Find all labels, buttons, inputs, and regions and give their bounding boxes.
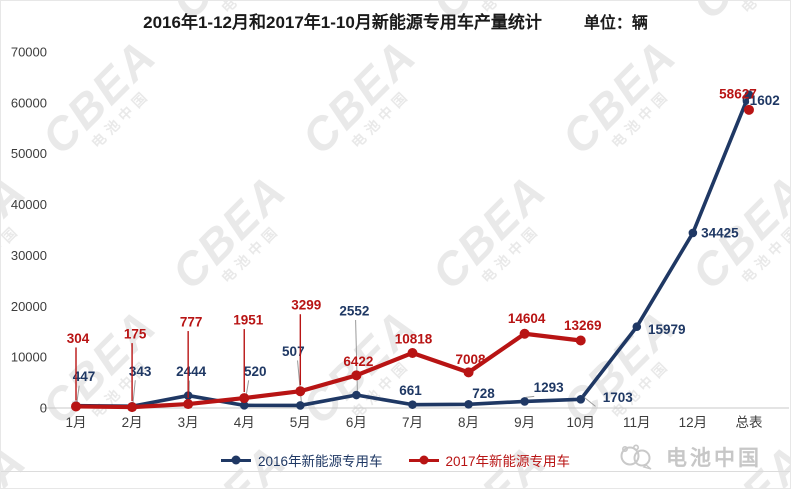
series-line xyxy=(73,331,583,410)
y-tick-label: 30000 xyxy=(11,248,47,263)
data-label: 2444 xyxy=(176,364,207,379)
y-tick-label: 0 xyxy=(40,401,47,416)
data-point xyxy=(127,402,138,413)
data-label: 661 xyxy=(399,383,422,398)
data-label: 14604 xyxy=(508,311,546,326)
x-tick-label: 9月 xyxy=(514,415,535,430)
data-point xyxy=(520,397,529,406)
x-tick-label: 11月 xyxy=(623,415,651,430)
data-point xyxy=(296,401,305,410)
y-tick-label: 20000 xyxy=(11,299,47,314)
legend-label-2016: 2016年新能源专用车 xyxy=(257,454,383,469)
line-chart: 0 10000 20000 30000 40000 50000 60000 70000 1月 2月… xyxy=(11,45,789,430)
data-point xyxy=(352,390,361,400)
data-label: 61602 xyxy=(742,93,780,108)
y-axis-labels: 0 10000 20000 30000 40000 50000 60000 70000 xyxy=(11,45,47,416)
data-label: 1951 xyxy=(233,313,264,328)
data-point xyxy=(351,370,362,381)
legend-item-2017: 2017年新能源专用车 xyxy=(408,450,571,470)
data-label: 10818 xyxy=(395,331,433,346)
data-label: 34425 xyxy=(701,225,739,240)
data-label: 728 xyxy=(472,386,495,401)
data-point xyxy=(576,395,586,404)
legend-line-dot-icon-2017 xyxy=(408,458,439,462)
y-tick-label: 10000 xyxy=(11,350,47,365)
data-label: 6422 xyxy=(343,354,373,369)
series-line xyxy=(74,92,751,409)
data-point xyxy=(519,328,530,339)
legend-line-dot-icon-2016 xyxy=(220,458,251,462)
data-label: 1703 xyxy=(603,390,634,405)
data-label: 343 xyxy=(129,364,152,379)
series-2017: 304 175 777 1951 3299 6422 10818 7008 14604 13269… xyxy=(67,86,757,413)
data-point xyxy=(183,399,194,410)
data-label: 777 xyxy=(180,315,203,330)
data-label: 1293 xyxy=(534,380,565,395)
x-tick-label: 4月 xyxy=(234,415,255,430)
battery-china-mascot-icon xyxy=(620,444,652,470)
data-point xyxy=(464,399,473,409)
legend-item-2016: 2016年新能源专用车 xyxy=(220,450,383,470)
data-label: 58627 xyxy=(719,86,757,101)
data-point xyxy=(295,386,306,397)
data-label: 13269 xyxy=(564,318,602,333)
y-tick-label: 60000 xyxy=(11,95,47,110)
site-logo: 电池中国 xyxy=(618,442,762,472)
title-bar: 2016年1-12月和2017年1-10月新能源专用车产量统计 单位：辆 xyxy=(1,8,790,33)
x-tick-label: 1月 xyxy=(65,415,86,430)
x-tick-label: 3月 xyxy=(178,415,199,430)
x-tick-label: 6月 xyxy=(346,415,367,430)
x-tick-label: 12月 xyxy=(679,415,708,430)
label-leader-line xyxy=(525,395,535,398)
data-label: 507 xyxy=(282,344,305,359)
data-point xyxy=(407,347,418,358)
x-tick-label: 7月 xyxy=(402,415,423,430)
chart-legend: 2016年新能源专用车 2017年新能源专用车 xyxy=(1,450,790,470)
data-point xyxy=(463,367,474,378)
label-leader-line xyxy=(132,380,136,403)
data-point xyxy=(744,90,754,100)
x-tick-label: 10月 xyxy=(566,415,595,430)
data-label: 3299 xyxy=(291,298,321,313)
x-tick-label: 2月 xyxy=(122,415,143,430)
data-point xyxy=(239,401,249,410)
data-point xyxy=(71,401,81,412)
x-axis-labels: 1月 2月 3月 4月 5月 6月 7月 8月 9月 10月 11月 12月 总表 xyxy=(65,415,762,430)
data-label: 15979 xyxy=(648,322,686,337)
data-point xyxy=(743,104,754,115)
data-label: 7008 xyxy=(456,352,487,367)
x-tick-label: 5月 xyxy=(290,415,311,430)
y-tick-label: 70000 xyxy=(11,45,47,60)
data-label: 520 xyxy=(244,364,267,379)
data-label: 304 xyxy=(67,331,90,346)
data-point xyxy=(632,322,642,332)
x-tick-label: 8月 xyxy=(458,415,479,430)
data-point xyxy=(239,393,250,404)
unit-label: 单位：辆 xyxy=(583,15,648,32)
data-point xyxy=(408,400,417,409)
data-point xyxy=(575,335,586,346)
chart-title: 2016年1-12月和2017年1-10月新能源专用车产量统计 xyxy=(143,13,542,32)
footer-divider xyxy=(1,471,790,472)
label-leader-line xyxy=(76,385,80,402)
data-label: 447 xyxy=(73,369,96,384)
y-tick-label: 40000 xyxy=(11,197,47,212)
series-2016: 447 343 2444 520 507 2552 661 728 1293 1703 15979 3… xyxy=(71,90,780,411)
site-logo-text: 电池中国 xyxy=(666,447,762,470)
data-label: 2552 xyxy=(339,304,369,319)
x-tick-label: 总表 xyxy=(735,415,762,430)
y-tick-label: 50000 xyxy=(11,146,47,161)
data-label: 175 xyxy=(124,327,147,342)
legend-label-2017: 2017年新能源专用车 xyxy=(445,454,571,469)
data-point xyxy=(688,228,698,238)
